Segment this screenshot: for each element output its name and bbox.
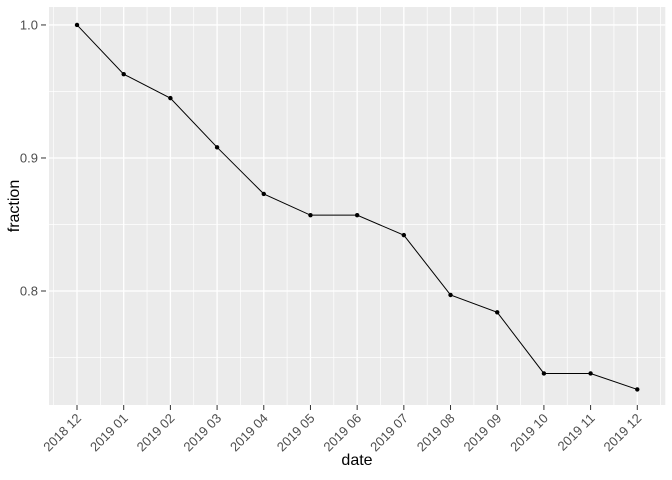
x-axis-tick-label: 2019 04 [227, 411, 271, 455]
y-axis-tick-label: 0.9 [20, 150, 38, 165]
x-axis-tick-label: 2018 12 [40, 411, 84, 455]
data-point [261, 191, 266, 197]
x-axis-tick-label: 2019 01 [87, 411, 131, 455]
x-axis-tick-label: 2019 12 [601, 411, 645, 455]
x-axis-tick-label: 2019 07 [367, 411, 411, 455]
data-point [121, 71, 126, 77]
data-point [168, 95, 173, 101]
y-axis-tick-label: 0.8 [20, 284, 38, 299]
data-point [308, 212, 313, 218]
data-point [635, 387, 640, 392]
x-axis-tick-label: 2019 10 [507, 411, 551, 455]
data-point [495, 310, 500, 315]
x-axis-tick-label: 2019 08 [414, 411, 458, 455]
data-point [448, 292, 453, 298]
x-axis-tick-label: 2019 06 [320, 411, 364, 455]
x-axis-tick-label: 2019 02 [134, 411, 178, 455]
data-point [354, 212, 360, 218]
x-axis-tick-label: 2019 11 [555, 411, 598, 454]
y-axis-tick-label: 1.0 [20, 17, 38, 32]
data-point [401, 232, 407, 238]
x-axis-tick-label: 2019 03 [180, 411, 224, 455]
x-axis-tick-label: 2019 09 [460, 411, 504, 455]
data-point [588, 371, 593, 376]
data-point [541, 371, 547, 376]
data-point [214, 145, 220, 150]
data-point [74, 22, 80, 28]
x-axis-tick-label: 2019 05 [274, 411, 318, 455]
